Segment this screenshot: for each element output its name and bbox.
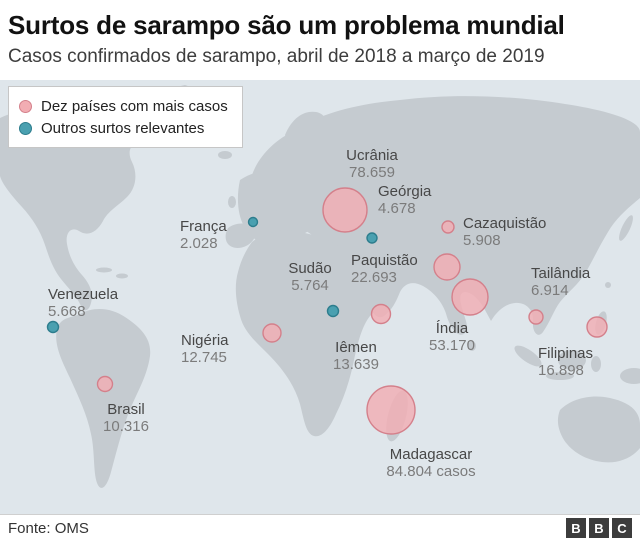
top10-swatch-icon bbox=[19, 99, 32, 113]
label-nigeria: Nigéria 12.745 bbox=[181, 332, 229, 366]
bubble-sudao bbox=[326, 304, 340, 318]
country-name: Iêmen bbox=[335, 339, 377, 356]
bubble-tailandia bbox=[528, 309, 544, 325]
country-value: 5.764 bbox=[291, 277, 329, 294]
world-map-svg bbox=[0, 85, 640, 488]
country-value: 5.668 bbox=[48, 303, 86, 320]
bbc-logo: B B C bbox=[566, 518, 632, 538]
country-value: 6.914 bbox=[531, 282, 569, 299]
country-value: 78.659 bbox=[349, 164, 395, 181]
label-venezuela: Venezuela 5.668 bbox=[48, 286, 118, 320]
page-title: Surtos de sarampo são um problema mundia… bbox=[8, 10, 565, 40]
country-value: 4.678 bbox=[378, 200, 416, 217]
bbc-logo-block: B bbox=[566, 518, 586, 538]
world-map: Ucrânia 78.659 Geórgia 4.678 França 2.02… bbox=[0, 80, 640, 514]
country-value: 13.639 bbox=[333, 356, 379, 373]
country-name: Nigéria bbox=[181, 332, 229, 349]
label-iemen: Iêmen 13.639 bbox=[333, 339, 379, 373]
label-sudao: Sudão 5.764 bbox=[288, 260, 331, 294]
source-text: Fonte: OMS bbox=[8, 520, 89, 537]
bubble-nigeria bbox=[262, 323, 282, 343]
label-filipinas: Filipinas 16.898 bbox=[538, 345, 593, 379]
label-tailandia: Tailândia 6.914 bbox=[531, 265, 590, 299]
country-name: Venezuela bbox=[48, 286, 119, 303]
legend-label: Dez países com mais casos bbox=[41, 97, 228, 115]
header: Surtos de sarampo são um problema mundia… bbox=[0, 0, 640, 80]
bubble-madagascar bbox=[366, 385, 416, 435]
label-madagascar: Madagascar 84.804 casos bbox=[386, 446, 475, 480]
country-name: Brasil bbox=[107, 401, 145, 418]
country-value: 12.745 bbox=[181, 349, 227, 366]
country-value: 2.028 bbox=[180, 235, 218, 252]
country-name: França bbox=[180, 218, 227, 235]
country-value: 16.898 bbox=[538, 362, 584, 379]
country-name: Paquistão bbox=[351, 252, 418, 269]
country-value: 10.316 bbox=[103, 418, 149, 435]
bubble-brasil bbox=[96, 375, 114, 393]
label-franca: França 2.028 bbox=[180, 218, 227, 252]
bubble-ucrania bbox=[322, 187, 368, 233]
label-india: Índia 53.170 bbox=[429, 320, 475, 354]
bbc-logo-block: B bbox=[589, 518, 609, 538]
legend: Dez países com mais casos Outros surtos … bbox=[8, 86, 243, 148]
bubble-venezuela bbox=[46, 320, 60, 334]
country-value: 5.908 bbox=[463, 232, 501, 249]
label-ucrania: Ucrânia 78.659 bbox=[346, 147, 398, 181]
country-name: Sudão bbox=[288, 260, 332, 277]
country-value: 22.693 bbox=[351, 269, 397, 286]
country-name: Geórgia bbox=[378, 183, 432, 200]
label-paquistao: Paquistão 22.693 bbox=[351, 252, 418, 286]
legend-label: Outros surtos relevantes bbox=[41, 119, 205, 137]
country-name: Ucrânia bbox=[346, 147, 398, 164]
country-name: Madagascar bbox=[389, 446, 473, 463]
bubble-franca bbox=[247, 216, 259, 228]
country-name: Índia bbox=[435, 320, 469, 337]
page-subtitle: Casos confirmados de sarampo, abril de 2… bbox=[8, 46, 545, 67]
other-swatch-icon bbox=[19, 121, 32, 135]
bubble-paquistao bbox=[433, 253, 461, 281]
bubble-filipinas bbox=[586, 316, 608, 338]
legend-item-top10: Dez países com mais casos bbox=[19, 95, 228, 117]
legend-item-other: Outros surtos relevantes bbox=[19, 117, 228, 139]
bubble-india bbox=[451, 278, 489, 316]
label-cazaquistao: Cazaquistão 5.908 bbox=[463, 215, 546, 249]
label-georgia: Geórgia 4.678 bbox=[378, 183, 431, 217]
bbc-logo-block: C bbox=[612, 518, 632, 538]
label-brasil: Brasil 10.316 bbox=[103, 401, 149, 435]
country-name: Cazaquistão bbox=[463, 215, 547, 232]
country-value: 53.170 bbox=[429, 337, 475, 354]
country-value: 84.804 casos bbox=[386, 463, 476, 480]
bubble-georgia bbox=[366, 232, 378, 244]
bubble-iemen bbox=[370, 303, 392, 325]
bubble-cazaquistao bbox=[441, 220, 455, 234]
country-name: Tailândia bbox=[531, 265, 591, 282]
country-name: Filipinas bbox=[538, 345, 594, 362]
footer: Fonte: OMS B B C bbox=[0, 514, 640, 541]
